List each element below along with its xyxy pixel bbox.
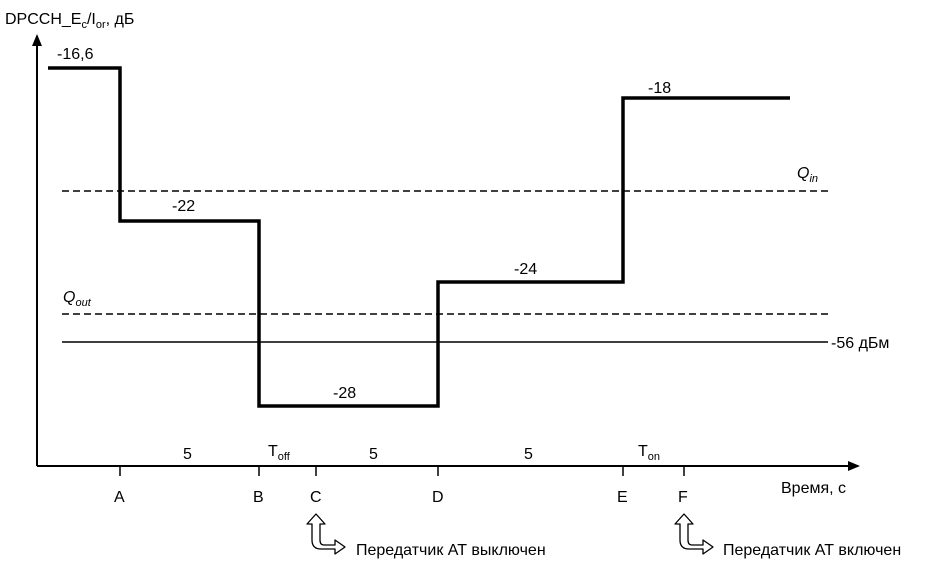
point-label-e: E — [617, 489, 628, 506]
level-label-1: -16,6 — [57, 46, 94, 63]
level-label-3: -28 — [333, 385, 356, 402]
duration-de: 5 — [524, 446, 533, 463]
tx-on-note: Передатчик АТ включен — [723, 542, 901, 559]
point-label-a: A — [114, 489, 125, 506]
qin-label: Qin — [797, 165, 818, 185]
qout-label: Qout — [63, 289, 92, 309]
tx-off-arrow-icon — [306, 513, 346, 555]
duration-ab: 5 — [183, 446, 192, 463]
level-label-5: -18 — [648, 80, 671, 97]
point-label-d: D — [432, 489, 444, 506]
y-axis-label: DPCCH_Ec/Ior, дБ — [5, 11, 134, 31]
point-label-c: C — [310, 489, 322, 506]
tx-on-arrow-icon — [674, 513, 714, 555]
reference-level-label: -56 дБм — [831, 335, 889, 352]
duration-cd: 5 — [369, 446, 378, 463]
level-label-4: -24 — [514, 261, 537, 278]
duration-ton: Ton — [638, 443, 660, 463]
point-label-b: B — [253, 489, 264, 506]
duration-toff: Toff — [268, 443, 291, 463]
x-axis-label: Время, с — [781, 480, 846, 497]
point-label-f: F — [678, 489, 688, 506]
tx-off-note: Передатчик АТ выключен — [356, 542, 546, 559]
level-label-2: -22 — [172, 198, 195, 215]
power-step-line — [48, 66, 790, 408]
